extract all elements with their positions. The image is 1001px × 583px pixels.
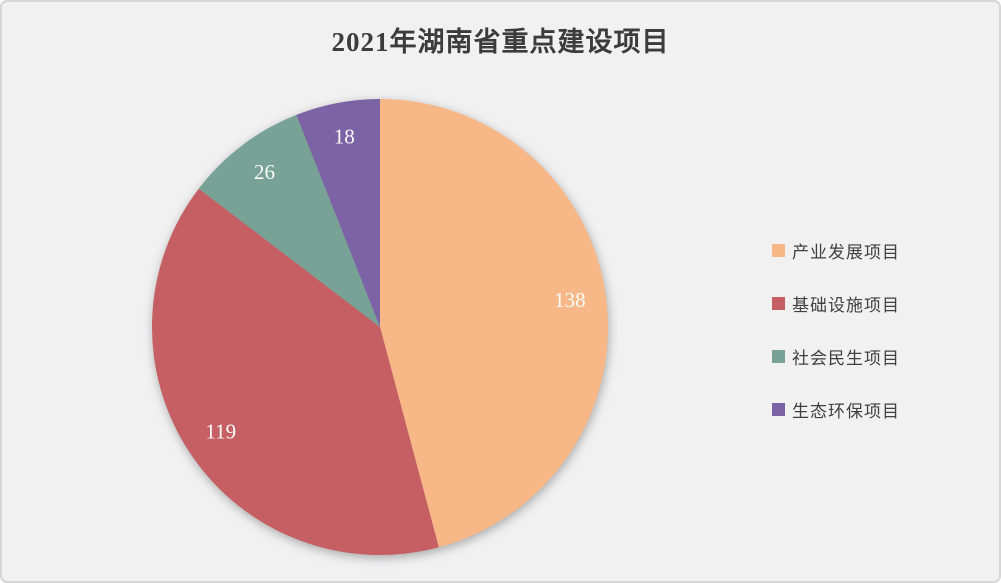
legend-swatch — [772, 349, 785, 363]
legend-label: 基础设施项目 — [792, 295, 900, 315]
pie-slice[interactable] — [152, 188, 439, 555]
slice-data-label: 119 — [205, 419, 236, 443]
legend-item[interactable]: 生态环保项目 — [772, 399, 900, 421]
chart-title: 2021年湖南省重点建设项目 — [331, 27, 670, 57]
legend-swatch — [772, 243, 785, 257]
legend-item[interactable]: 基础设施项目 — [772, 293, 900, 315]
slice-data-label: 26 — [254, 160, 275, 184]
pie-slice[interactable] — [296, 99, 380, 327]
legend: 产业发展项目 基础设施项目 社会民生项目 生态环保项目 — [772, 240, 900, 421]
legend-item[interactable]: 社会民生项目 — [772, 346, 900, 368]
legend-swatch — [772, 402, 785, 416]
legend-label: 产业发展项目 — [792, 242, 900, 262]
legend-swatch — [772, 296, 785, 310]
legend-item[interactable]: 产业发展项目 — [772, 240, 900, 262]
pie-slice[interactable] — [198, 114, 380, 327]
pie-slice[interactable] — [380, 99, 608, 548]
slice-data-label: 18 — [334, 125, 355, 149]
legend-label: 生态环保项目 — [792, 401, 900, 421]
slice-data-label: 138 — [554, 288, 586, 312]
legend-label: 社会民生项目 — [792, 348, 900, 368]
